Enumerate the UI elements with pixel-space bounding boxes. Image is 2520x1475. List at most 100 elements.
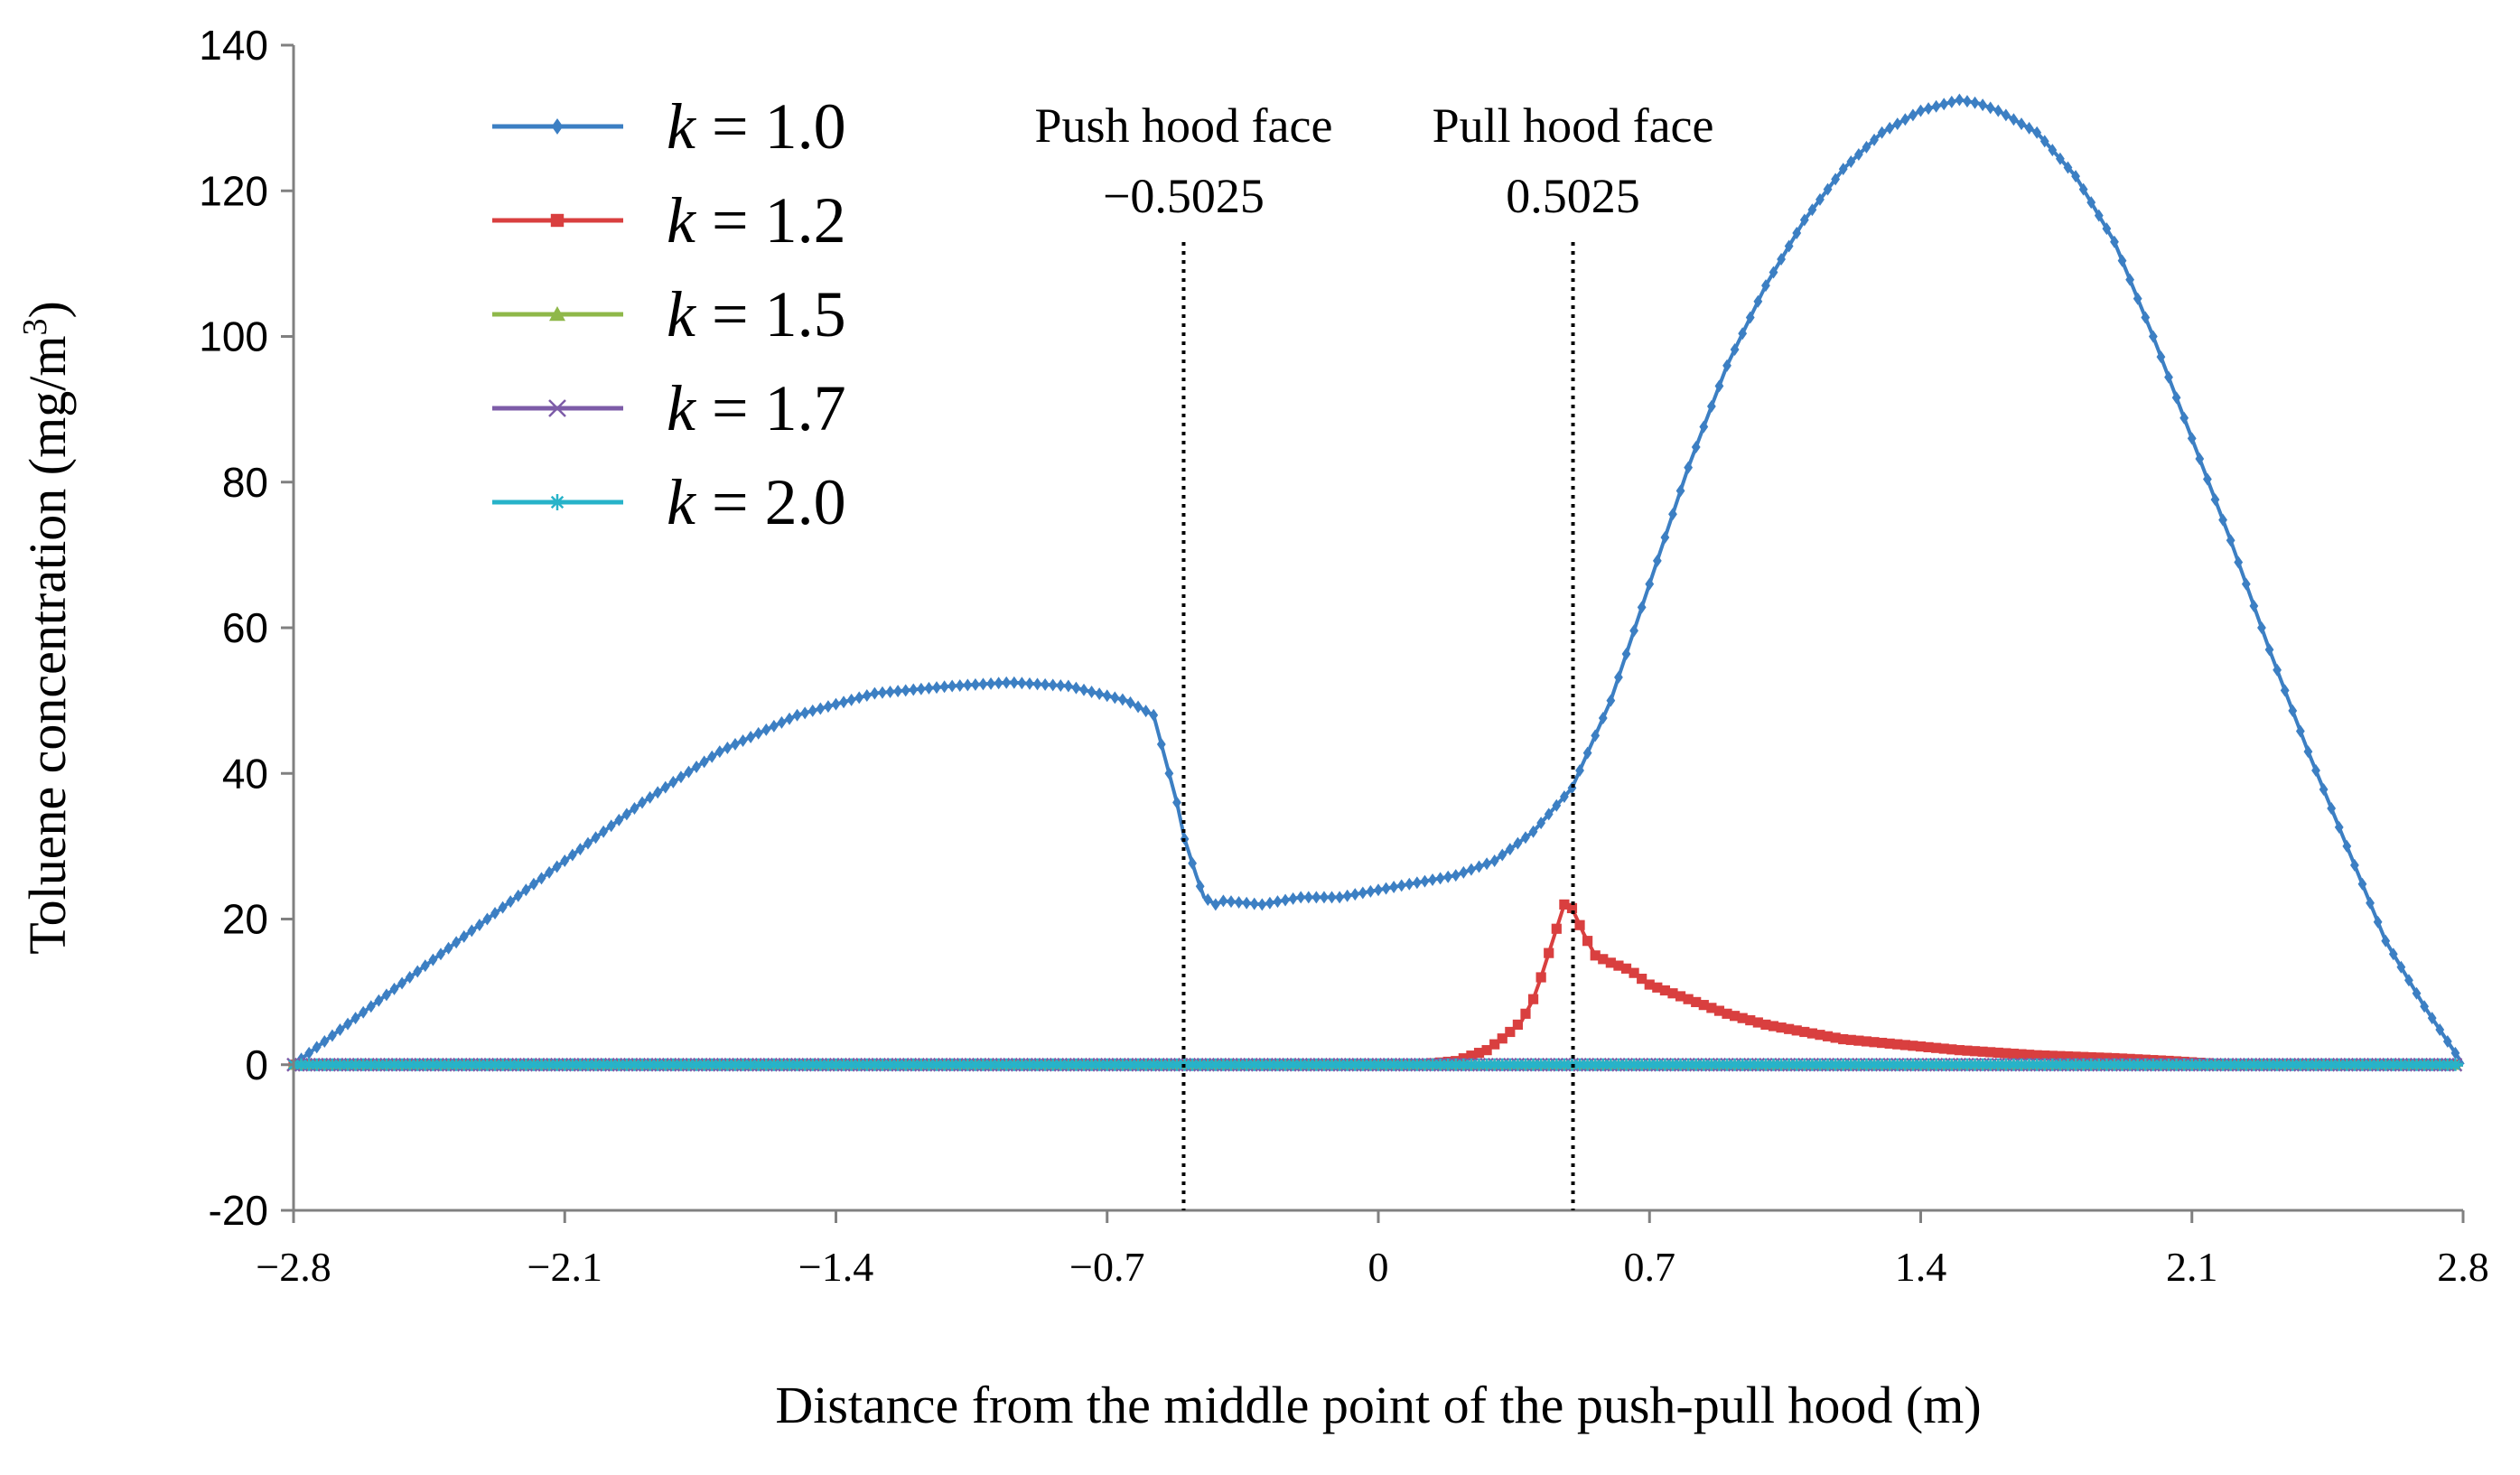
data-point bbox=[854, 691, 864, 705]
data-point bbox=[1218, 894, 1228, 908]
y-tick-label: 20 bbox=[222, 896, 268, 943]
data-point bbox=[341, 1058, 355, 1071]
data-point bbox=[1684, 461, 1694, 474]
data-point bbox=[2433, 1058, 2447, 1071]
data-point bbox=[1955, 93, 1965, 107]
data-point bbox=[2381, 934, 2391, 948]
data-point bbox=[1350, 888, 1360, 901]
data-point bbox=[1900, 113, 1910, 126]
data-point bbox=[1433, 1058, 1447, 1071]
data-point bbox=[853, 1058, 866, 1071]
data-point bbox=[606, 819, 616, 833]
data-point bbox=[597, 1058, 611, 1071]
series-1 bbox=[289, 93, 2465, 1071]
data-point bbox=[1240, 1058, 1254, 1071]
data-point bbox=[1071, 681, 1081, 695]
legend-swatch-marker bbox=[549, 494, 565, 510]
data-point bbox=[1559, 899, 1570, 910]
data-point bbox=[1147, 1058, 1161, 1071]
data-point bbox=[1193, 1058, 1207, 1071]
data-point bbox=[2148, 330, 2158, 343]
data-point bbox=[2001, 108, 2011, 122]
data-point bbox=[612, 1058, 626, 1071]
data-point bbox=[922, 1058, 936, 1071]
data-point bbox=[318, 1058, 331, 1071]
legend-swatch-marker bbox=[550, 213, 565, 228]
data-point bbox=[2226, 534, 2235, 547]
data-point bbox=[769, 719, 779, 733]
ticks-layer: -20 0 20 40 60 80 100 120 140 −2.8 −2.1 −1.4 −0.7 0 0.… bbox=[199, 22, 2489, 1290]
data-point bbox=[1473, 1048, 1485, 1059]
data-point bbox=[357, 1058, 370, 1071]
annotations: Push hood face −0.5025 Pull hood face 0.502… bbox=[1034, 98, 1714, 1210]
data-point bbox=[2030, 1058, 2044, 1071]
data-point bbox=[1449, 1058, 1462, 1071]
data-point bbox=[1745, 311, 1755, 324]
data-point bbox=[496, 1058, 509, 1071]
data-point bbox=[543, 1058, 556, 1071]
data-point bbox=[2210, 493, 2220, 507]
data-point bbox=[1706, 1003, 1717, 1013]
data-point bbox=[1451, 869, 1461, 882]
data-point bbox=[2094, 209, 2104, 222]
data-point bbox=[1048, 678, 1058, 692]
data-point bbox=[513, 889, 523, 902]
x-tick-label: −1.4 bbox=[798, 1244, 873, 1290]
data-point bbox=[878, 686, 887, 699]
data-point bbox=[2241, 577, 2251, 591]
data-point bbox=[2094, 1052, 2105, 1063]
data-point bbox=[2239, 1058, 2253, 1071]
legend-item: k = 1.0 bbox=[492, 90, 846, 163]
data-point bbox=[744, 1058, 758, 1071]
data-point bbox=[2342, 839, 2352, 853]
data-point bbox=[1100, 1058, 1114, 1071]
data-point bbox=[2232, 1058, 2245, 1071]
data-point bbox=[1846, 155, 1856, 168]
data-point bbox=[783, 1058, 797, 1071]
data-point bbox=[304, 1046, 314, 1060]
data-point bbox=[2257, 621, 2266, 634]
data-point bbox=[707, 750, 717, 763]
data-point bbox=[1892, 1039, 1903, 1050]
data-point bbox=[1464, 1058, 1478, 1071]
data-point bbox=[1752, 1017, 1763, 1028]
data-point bbox=[1870, 133, 1879, 146]
data-point bbox=[2187, 432, 2197, 445]
legend-label-k: k bbox=[667, 466, 697, 538]
data-point bbox=[1527, 994, 1539, 1004]
data-point bbox=[2146, 1058, 2160, 1071]
data-point bbox=[426, 1058, 440, 1071]
data-point bbox=[800, 706, 810, 720]
data-point bbox=[899, 1058, 912, 1071]
data-point bbox=[1637, 601, 1647, 614]
data-point bbox=[2410, 1058, 2423, 1071]
data-point bbox=[1381, 882, 1391, 895]
data-point bbox=[1410, 1058, 1423, 1071]
data-point bbox=[614, 813, 624, 826]
data-point bbox=[442, 1058, 455, 1071]
data-point bbox=[1682, 1058, 1695, 1071]
data-point bbox=[1722, 1008, 1732, 1019]
data-point bbox=[581, 1058, 594, 1071]
data-point bbox=[1489, 854, 1499, 867]
data-point bbox=[1877, 1037, 1888, 1049]
data-point bbox=[2425, 1058, 2439, 1071]
data-point bbox=[1650, 1058, 1664, 1071]
data-point bbox=[1861, 1036, 1872, 1047]
data-point bbox=[1613, 960, 1624, 971]
hood-face-title: Pull hood face bbox=[1433, 98, 1714, 153]
data-point bbox=[2356, 1058, 2369, 1071]
data-point bbox=[1815, 192, 1825, 206]
data-point bbox=[1598, 954, 1609, 965]
data-point bbox=[325, 1058, 339, 1071]
data-point bbox=[2340, 1058, 2354, 1071]
data-point bbox=[382, 988, 391, 1002]
data-point bbox=[436, 948, 445, 961]
data-point bbox=[1931, 99, 1941, 113]
data-point bbox=[955, 678, 965, 692]
data-point bbox=[1736, 1058, 1750, 1071]
data-point bbox=[1032, 677, 1042, 691]
data-point bbox=[731, 738, 740, 751]
data-point bbox=[2171, 391, 2181, 405]
data-point bbox=[1000, 1058, 1013, 1071]
